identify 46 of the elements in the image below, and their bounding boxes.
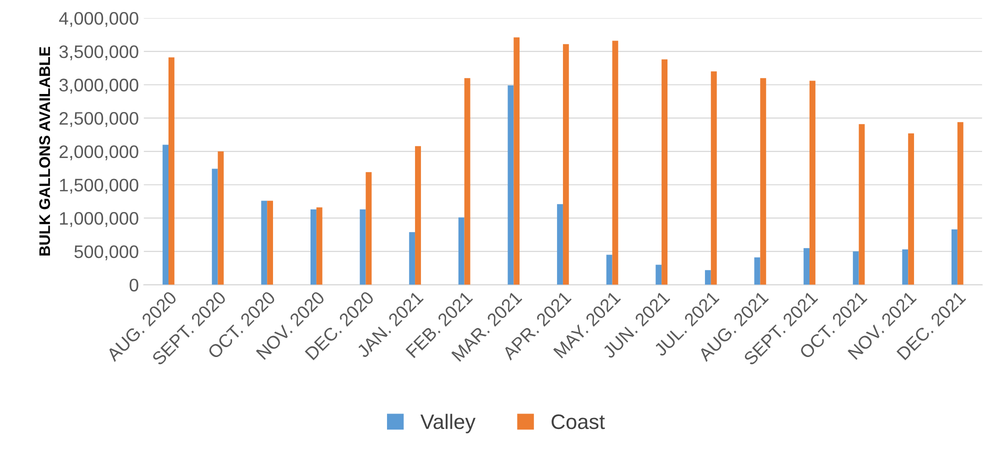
y-tick-label: 1,500,000: [60, 178, 138, 194]
bar: [704, 270, 711, 285]
bar: [952, 229, 958, 285]
bar: [852, 251, 859, 285]
bar: [162, 144, 168, 285]
bar: [557, 204, 563, 285]
bar: [662, 59, 668, 285]
y-tick-label: 3,500,000: [59, 45, 138, 60]
bar: [656, 264, 662, 285]
bar: [458, 217, 464, 285]
bar: [606, 254, 612, 285]
y-tick-label: 4,000,000: [59, 12, 138, 27]
bar: [415, 146, 421, 285]
bar: [366, 172, 372, 285]
y-tick-label: 2,000,000: [60, 145, 138, 160]
bar: [360, 209, 366, 285]
bar: [562, 44, 569, 285]
bar: [168, 57, 174, 285]
bar: [261, 200, 268, 285]
bar: [710, 71, 717, 285]
bar: [858, 124, 865, 285]
bar: [218, 151, 224, 285]
y-tick-label: 2,500,000: [60, 112, 138, 127]
bar: [957, 122, 964, 285]
bar: [760, 78, 766, 285]
bar: [754, 257, 760, 285]
bar: [804, 248, 810, 285]
y-tick-label: 0: [130, 278, 138, 292]
legend-label: Valley: [420, 414, 476, 434]
y-tick-label: 1,000,000: [60, 212, 138, 227]
legend-label: Coast: [552, 414, 605, 430]
bar: [902, 249, 908, 285]
y-tick-label: 3,000,000: [59, 78, 138, 94]
bar: [508, 85, 514, 285]
bar: [464, 78, 470, 285]
y-axis-title: BULK GALLONS AVAILABLE: [39, 46, 50, 256]
bar: [908, 133, 914, 285]
bar: [310, 209, 316, 285]
bar: [612, 40, 618, 285]
y-tick-label: 500,000: [74, 245, 138, 260]
bar: [212, 168, 218, 285]
bar: [267, 200, 274, 285]
bar: [316, 207, 322, 285]
bar: [810, 80, 816, 285]
bar: [409, 232, 416, 285]
bar: [514, 37, 520, 285]
